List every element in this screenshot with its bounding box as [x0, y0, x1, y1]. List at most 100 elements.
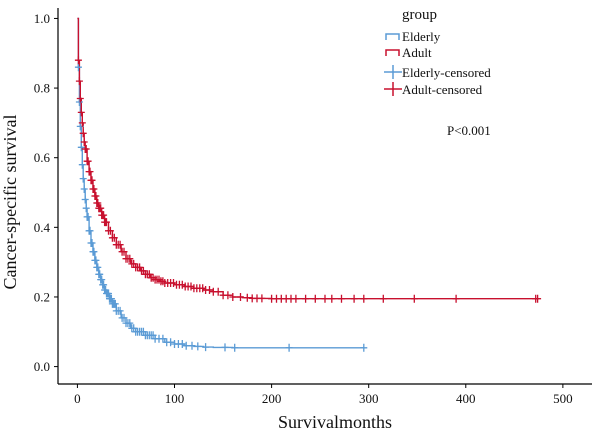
adult-censor-mark — [170, 279, 177, 287]
y-axis-title: Cancer-specific survival — [0, 114, 20, 289]
y-tick-label: 0.6 — [34, 150, 51, 165]
elderly-censor-mark — [88, 239, 96, 247]
elderly-censor-mark — [116, 306, 124, 315]
adult-censor-mark — [84, 157, 92, 166]
x-tick-label: 200 — [262, 391, 282, 406]
elderly-censor-mark — [94, 263, 102, 272]
adult-censor-mark — [77, 108, 85, 117]
elderly-censor-mark — [188, 341, 196, 350]
adult-censor-mark — [76, 94, 84, 103]
adult-censor-mark — [106, 226, 114, 235]
elderly-censor-mark — [360, 343, 368, 352]
y-tick-label: 0.0 — [34, 359, 50, 374]
elderly-censor-mark — [231, 343, 239, 352]
x-tick-label: 400 — [456, 391, 476, 406]
adult-survival-curve — [77, 17, 538, 300]
adult-censor-mark — [410, 294, 418, 303]
adult-censor-mark — [237, 293, 244, 301]
x-axis-title: Survivalmonths — [278, 412, 392, 432]
axes — [57, 8, 592, 385]
adult-censor-mark — [321, 294, 329, 303]
y-tick-label: 1.0 — [34, 11, 50, 26]
elderly-censor-mark — [92, 256, 100, 265]
adult-censor-icon — [384, 82, 402, 96]
elderly-censor-icon — [384, 65, 402, 79]
adult-censor-mark — [328, 294, 336, 303]
legend-label-adult: Adult — [402, 45, 432, 60]
x-tick-label: 300 — [359, 391, 379, 406]
elderly-censor-mark — [90, 247, 98, 256]
elderly-censor-mark — [202, 343, 210, 352]
adult-censor-mark — [126, 254, 134, 263]
elderly-censor-mark — [285, 343, 293, 352]
y-tick-label: 0.2 — [34, 289, 50, 304]
elderly-censor-mark — [86, 226, 94, 235]
adult-censor-mark — [116, 240, 124, 249]
adult-censor-mark — [534, 294, 542, 303]
y-tick-label: 0.8 — [34, 81, 50, 96]
adult-censor-mark — [120, 247, 128, 256]
elderly-censor-mark — [80, 185, 88, 193]
elderly-censor-mark — [81, 195, 89, 204]
elderly-censor-mark — [100, 280, 108, 289]
adult-censor-mark — [292, 294, 300, 303]
adult-censor-mark — [206, 286, 213, 294]
elderly-censor-mark — [96, 270, 104, 279]
adult-censor-mark — [452, 294, 460, 303]
elderly-censor-mark — [167, 338, 175, 347]
elderly-censor-mark — [120, 313, 128, 322]
adult-censor-mark — [97, 204, 105, 213]
adult-censor-mark — [103, 218, 110, 227]
legend-label-elderly: Elderly — [402, 29, 441, 44]
adult-censor-mark — [110, 233, 118, 242]
censor-marks — [74, 56, 542, 352]
adult-censor-mark — [94, 199, 102, 207]
adult-censor-mark — [224, 291, 232, 300]
elderly-censor-mark — [221, 343, 229, 352]
adult-censor-mark — [78, 118, 86, 127]
adult-censor-mark — [338, 294, 345, 303]
legend-entry-adult-censored: Adult-censored — [384, 82, 483, 97]
adult-censor-mark — [214, 287, 222, 296]
legend-entry-elderly: Elderly — [385, 29, 441, 44]
adult-censor-mark — [86, 167, 94, 176]
adult-censor-mark — [100, 211, 108, 220]
x-tick-label: 500 — [553, 391, 573, 406]
adult-censor-mark — [360, 294, 368, 303]
legend-entry-elderly-censored: Elderly-censored — [384, 65, 491, 80]
adult-censor-mark — [82, 145, 90, 153]
elderly-step-icon — [385, 33, 400, 40]
adult-censor-mark — [90, 185, 98, 193]
adult-censor-mark — [229, 293, 237, 301]
adult-step-icon — [385, 49, 400, 56]
adult-censor-mark — [92, 192, 100, 200]
elderly-censor-mark — [82, 204, 90, 213]
x-tick-label: 100 — [165, 391, 185, 406]
legend: group Elderly Adult Elderly-censored Adu… — [384, 7, 491, 97]
adult-censor-mark — [302, 294, 310, 303]
p-value-annotation: P<0.001 — [447, 123, 491, 138]
x-tick-label: 0 — [74, 391, 81, 406]
adult-censor-mark — [379, 294, 387, 303]
adult-censor-mark — [74, 56, 82, 65]
adult-censor-mark — [79, 129, 87, 138]
adult-censor-mark — [88, 176, 96, 185]
elderly-censor-mark — [78, 160, 86, 169]
elderly-censor-mark — [178, 340, 186, 348]
adult-censor-mark — [75, 77, 83, 86]
elderly-censor-mark — [98, 275, 106, 284]
elderly-censor-mark — [79, 174, 87, 183]
elderly-censor-mark — [74, 63, 82, 72]
legend-entry-adult: Adult — [385, 45, 432, 60]
elderly-censor-mark — [194, 342, 202, 351]
adult-censor-mark — [243, 293, 251, 302]
ticks: 0 100 200 300 400 500 0.0 0.2 0.4 0.6 0.8 1.0 — [34, 11, 573, 406]
adult-censor-mark — [80, 138, 88, 146]
elderly-censor-mark — [107, 294, 115, 303]
legend-title: group — [402, 7, 437, 23]
elderly-censor-mark — [77, 143, 85, 152]
elderly-censor-mark — [84, 212, 92, 221]
adult-censor-mark — [311, 294, 319, 303]
legend-label-elderly-censored: Elderly-censored — [402, 65, 491, 80]
